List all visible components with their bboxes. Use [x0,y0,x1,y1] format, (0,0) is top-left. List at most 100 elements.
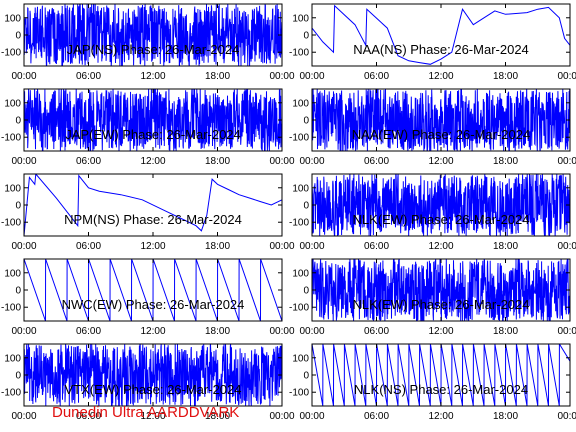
x-tick-label: 18:00 [493,411,518,422]
y-tick-label: 100 [4,268,21,279]
panel-10: 100 0 -100 00:00 06:00 12:00 18:00 00:00 NLK(NS)… [289,343,576,422]
x-tick-label: 12:00 [428,156,453,167]
x-tick-label: 00:00 [11,71,36,82]
x-tick-label: 00:00 [11,411,36,422]
panel-title: NLK(EW) Phase: 26-Mar-2024 [352,297,529,312]
x-tick-label: 00:00 [299,71,324,82]
x-tick-label: 00:00 [557,326,576,337]
y-tick-label: -100 [1,48,21,59]
y-tick-label: 100 [292,13,309,24]
x-tick-label: 18:00 [205,241,230,252]
panel-8: 100 0 -100 00:00 06:00 12:00 18:00 00:00 NLK(EW)… [289,258,576,337]
x-tick-label: 06:00 [364,71,389,82]
x-tick-label: 06:00 [364,326,389,337]
panel-6: 100 0 -100 00:00 06:00 12:00 18:00 00:00 NLK(EW)… [289,173,576,252]
x-tick-label: 00:00 [299,411,324,422]
y-tick-label: 100 [4,353,21,364]
panel-title: NPM(NS) Phase: 26-Mar-2024 [64,212,242,227]
x-tick-label: 18:00 [205,71,230,82]
x-tick-label: 00:00 [557,411,576,422]
x-tick-label: 06:00 [76,156,101,167]
footer-label: Dunedin Ultra AARDDVARK [52,404,240,421]
x-tick-label: 00:00 [269,71,294,82]
panel-title: VTX(EW) Phase: 26-Mar-2024 [64,382,241,397]
panel-2: 100 0 -100 00:00 06:00 12:00 18:00 00:00 NAA(NS)… [289,3,576,82]
x-tick-label: 00:00 [11,326,36,337]
panel-1: 100 0 -100 00:00 06:00 12:00 18:00 00:00 JAP(NS)… [1,3,295,82]
y-tick-label: 100 [4,13,21,24]
x-tick-label: 06:00 [364,411,389,422]
x-tick-label: 06:00 [76,326,101,337]
series-line [312,174,570,236]
series-line [312,259,570,321]
y-tick-label: -100 [289,303,309,314]
panel-title: NLK(NS) Phase: 26-Mar-2024 [354,382,528,397]
y-tick-label: 100 [4,98,21,109]
panel-9: 100 0 -100 00:00 06:00 12:00 18:00 00:00 VTX(EW)… [1,343,295,422]
x-tick-label: 00:00 [299,241,324,252]
y-tick-label: 0 [15,31,21,42]
y-tick-label: 0 [15,371,21,382]
series-line [24,174,282,236]
x-tick-label: 18:00 [493,71,518,82]
x-tick-label: 12:00 [140,411,165,422]
panel-4: 100 0 -100 00:00 06:00 12:00 18:00 00:00 NAA(EW)… [289,88,576,167]
x-tick-label: 06:00 [76,241,101,252]
panel-5: 100 0 -100 00:00 06:00 12:00 18:00 00:00 NPM(NS)… [1,173,295,252]
y-tick-label: -100 [1,133,21,144]
x-tick-label: 06:00 [76,411,101,422]
y-tick-label: -100 [1,218,21,229]
x-tick-label: 00:00 [269,326,294,337]
x-tick-label: 00:00 [269,241,294,252]
x-tick-label: 18:00 [493,326,518,337]
y-tick-label: -100 [289,48,309,59]
x-tick-label: 00:00 [557,156,576,167]
series-line [312,4,570,65]
x-tick-label: 00:00 [11,241,36,252]
x-tick-label: 00:00 [557,71,576,82]
series-line [24,259,282,321]
x-tick-label: 12:00 [428,326,453,337]
x-tick-label: 12:00 [140,241,165,252]
x-tick-label: 12:00 [140,156,165,167]
x-tick-label: 06:00 [364,156,389,167]
y-tick-label: 100 [292,183,309,194]
panel-7: 100 0 -100 00:00 06:00 12:00 18:00 00:00 NWC(EW)… [1,258,295,337]
x-tick-label: 00:00 [557,241,576,252]
x-tick-label: 12:00 [428,241,453,252]
x-tick-label: 12:00 [428,411,453,422]
x-tick-label: 00:00 [269,411,294,422]
y-tick-label: -100 [289,133,309,144]
x-tick-label: 12:00 [140,71,165,82]
series-line [24,344,282,406]
panel-title: JAP(NS) Phase: 26-Mar-2024 [67,42,240,57]
x-tick-label: 00:00 [269,156,294,167]
x-tick-label: 00:00 [11,156,36,167]
panel-title: NAA(EW) Phase: 26-Mar-2024 [352,127,530,142]
x-tick-label: 06:00 [364,241,389,252]
panel-title: NAA(NS) Phase: 26-Mar-2024 [353,42,529,57]
x-tick-label: 18:00 [493,241,518,252]
x-tick-label: 18:00 [493,156,518,167]
panel-3: 100 0 -100 00:00 06:00 12:00 18:00 00:00 JAP(EW)… [1,88,295,167]
y-tick-label: 0 [303,116,309,127]
x-tick-label: 00:00 [299,326,324,337]
y-tick-label: 0 [303,371,309,382]
y-tick-label: 100 [4,183,21,194]
y-tick-label: 0 [15,201,21,212]
y-tick-label: -100 [1,303,21,314]
x-tick-label: 12:00 [140,326,165,337]
x-tick-label: 12:00 [428,71,453,82]
y-tick-label: 100 [292,353,309,364]
y-tick-label: -100 [289,388,309,399]
x-tick-label: 06:00 [76,71,101,82]
y-tick-label: 0 [15,116,21,127]
series-line [24,89,282,151]
panel-title: JAP(EW) Phase: 26-Mar-2024 [65,127,241,142]
y-tick-label: -100 [1,388,21,399]
series-line [312,89,570,151]
series-line [312,344,570,406]
y-tick-label: 100 [292,268,309,279]
y-tick-label: 0 [303,286,309,297]
panel-title: NLK(EW) Phase: 26-Mar-2024 [352,212,529,227]
